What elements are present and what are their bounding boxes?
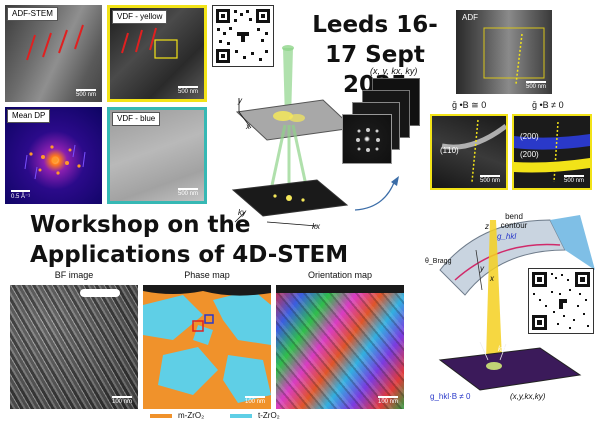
mean-dp-label: Mean DP	[7, 109, 51, 123]
vdf-yellow-label: VDF - yellow	[112, 10, 168, 24]
bend-ky-label: ky	[472, 346, 479, 353]
phase-caption: Phase map	[184, 270, 230, 280]
bend-y-label: y	[480, 264, 484, 273]
adf-right-label: ADF	[462, 13, 478, 22]
bf-caption: BF image	[54, 270, 94, 280]
dark-field-2-index-b: (200)	[520, 150, 539, 159]
bend-contour-diagram	[438, 215, 595, 391]
contrast-right-label: ḡ •B ≠ 0	[532, 100, 564, 110]
vdf-yellow-scalebar: 500 nm	[178, 86, 198, 95]
dp-spots	[356, 128, 380, 152]
axis-ky-label: ky	[238, 208, 246, 217]
dark-field-1-scalebar: 500 nm	[480, 175, 500, 184]
vdf-yellow-overlay	[121, 27, 178, 59]
bend-condition-label: g_hkl·B ≠ 0	[430, 392, 471, 401]
orientation-scalebar: 100 nm	[378, 396, 398, 405]
dark-field-2-index-a: (200)	[520, 132, 539, 141]
bend-g-label: g_hkl	[497, 232, 517, 241]
bend-theta-label: θ_Bragg	[425, 258, 452, 265]
phase-map-panel: 100 nm	[143, 285, 271, 409]
qr-code-top[interactable]	[212, 5, 274, 67]
phase-scalebar: 100 nm	[245, 396, 265, 405]
diffraction-pattern	[24, 144, 86, 180]
axis-kx-label: kx	[312, 222, 320, 231]
mean-dp-panel: Mean DP 0.5 Å⁻¹	[5, 107, 102, 204]
dp-stack-front	[342, 114, 392, 164]
bend-kx-label: kx	[498, 346, 505, 353]
dark-field-1-index: (1̄10)	[440, 146, 459, 155]
adf-right-overlay	[483, 27, 545, 85]
qr-code-bottom[interactable]	[528, 268, 594, 334]
qr-code-pattern	[216, 9, 270, 63]
vdf-blue-panel: VDF - blue 500 nm	[107, 107, 207, 204]
adf-right-panel: ADF 500 nm	[456, 10, 552, 94]
adf-stem-panel: ADF-STEM 500 nm	[5, 5, 102, 102]
orientation-map-panel: 100 nm	[276, 285, 404, 409]
adf-right-scalebar: 500 nm	[526, 81, 546, 90]
legend-swatch-t-zro2	[230, 414, 252, 418]
mean-dp-scalebar: 0.5 Å⁻¹	[11, 190, 30, 200]
qr-code-bottom-pattern	[532, 272, 590, 330]
dark-field-2-overlay	[514, 121, 590, 183]
dislocation-lines	[26, 24, 84, 61]
legend-label-t-zro2: t-ZrO₂	[258, 411, 280, 420]
bf-scalebar: 100 nm	[112, 396, 132, 405]
stack-label: (x, y, kx, ky)	[370, 66, 418, 76]
event-date-title: Leeds 16-17 Sept 2025	[312, 12, 438, 98]
contrast-left-label: ḡ •B ≅ 0	[452, 100, 487, 110]
workshop-title: Workshop on the Applications of 4D-STEM	[30, 212, 349, 268]
bend-contour-label: bend contour	[500, 212, 528, 230]
phase-legend: m-ZrO₂ t-ZrO₂	[150, 410, 390, 422]
dark-field-panel-1: (1̄10) 500 nm	[430, 114, 508, 190]
vdf-blue-label: VDF - blue	[112, 112, 161, 126]
adf-stem-label: ADF-STEM	[7, 7, 58, 21]
phase-map-regions	[143, 285, 271, 403]
legend-swatch-m-zro2	[150, 414, 172, 418]
vdf-yellow-panel: VDF - yellow 500 nm	[107, 5, 207, 102]
bend-z-label: z	[485, 222, 489, 231]
axis-y-label: y	[238, 96, 242, 105]
legend-label-m-zro2: m-ZrO₂	[178, 411, 205, 420]
dark-field-2-scalebar: 500 nm	[564, 175, 584, 184]
dark-field-1-overlay	[441, 119, 506, 183]
dark-field-panel-2: (200) (200) 500 nm	[512, 114, 592, 190]
bend-coords-label: (x,y,kx,ky)	[510, 392, 546, 401]
bf-image-panel: 100 nm	[10, 285, 138, 409]
axis-x-label: x	[246, 122, 250, 131]
vdf-blue-scalebar: 500 nm	[178, 188, 198, 197]
bend-x-label: x	[490, 274, 494, 283]
adf-stem-scalebar: 500 nm	[76, 89, 96, 98]
orientation-caption: Orientation map	[307, 270, 373, 280]
